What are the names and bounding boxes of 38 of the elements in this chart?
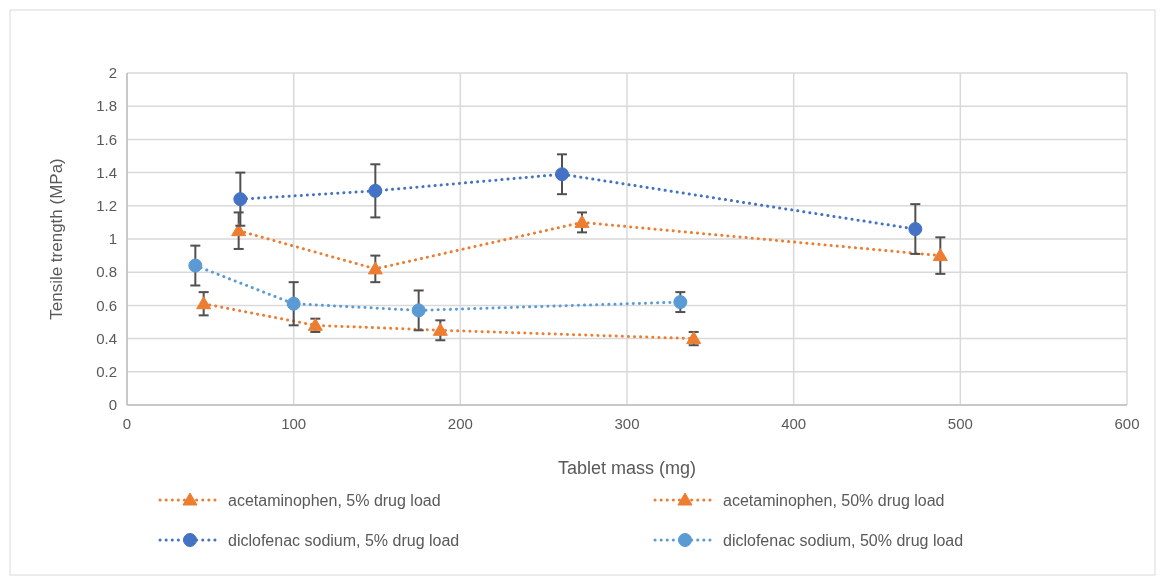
x-tick-label: 300	[614, 415, 640, 432]
x-tick-label: 100	[281, 415, 307, 432]
y-tick-label: 0.6	[96, 296, 117, 314]
point	[673, 295, 688, 310]
y-tick-label: 0.8	[96, 263, 117, 281]
legend-label: acetaminophen, 5% drug load	[228, 491, 441, 509]
x-axis-title: Tablet mass (mg)	[557, 458, 697, 478]
point	[908, 222, 923, 237]
point	[932, 248, 948, 262]
x-tick-label: 500	[947, 415, 973, 432]
x-tick-label: 600	[1114, 415, 1140, 432]
y-tick-label: 0	[108, 396, 117, 414]
point	[367, 261, 383, 275]
y-tick-label: 0.4	[96, 329, 117, 347]
y-tick-label: 1.6	[96, 130, 117, 148]
point	[411, 303, 426, 318]
point	[574, 214, 590, 228]
y-tick-label: 0.2	[96, 363, 117, 381]
y-tick-label: 1	[108, 230, 117, 248]
point	[188, 258, 203, 273]
y-tick-label: 1.2	[96, 197, 117, 215]
x-tick-label: 400	[781, 415, 807, 432]
point	[233, 192, 248, 207]
y-tick-label: 2	[108, 64, 117, 82]
y-tick-label: 1.4	[96, 163, 117, 181]
point	[196, 296, 212, 310]
legend-label: diclofenac sodium, 50% drug load	[723, 531, 964, 549]
legend-label: diclofenac sodium, 5% drug load	[228, 531, 460, 549]
x-tick-label: 0	[122, 415, 132, 432]
point	[555, 167, 569, 182]
point	[286, 296, 301, 311]
y-tick-label: 1.8	[96, 97, 117, 115]
legend-label: acetaminophen, 50% drug load	[723, 491, 945, 509]
point	[368, 183, 383, 198]
point	[231, 223, 247, 237]
x-tick-label: 200	[447, 415, 473, 432]
y-axis-title: Tensile trength (MPa)	[47, 158, 66, 320]
point	[432, 322, 448, 336]
